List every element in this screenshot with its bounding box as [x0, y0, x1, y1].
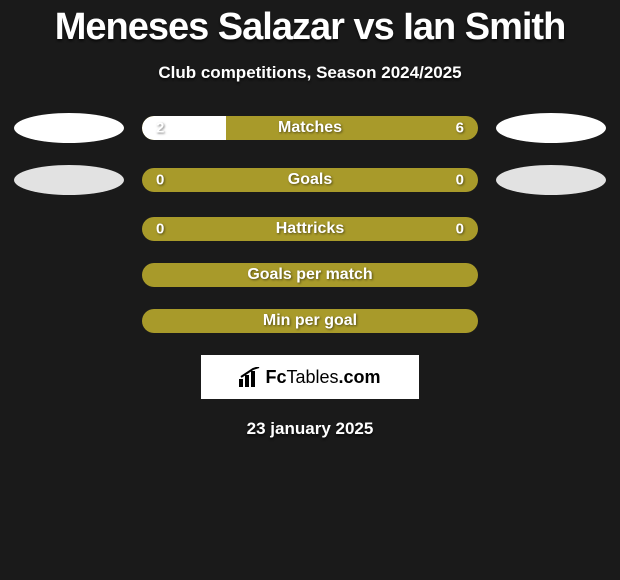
bars-icon — [239, 367, 261, 387]
stat-bar: 0Goals0 — [142, 168, 478, 192]
stat-row: 0Hattricks0 — [0, 217, 620, 241]
right-ellipse — [496, 113, 606, 143]
right-value: 0 — [456, 221, 464, 238]
right-value: 0 — [456, 172, 464, 189]
bar-label: Hattricks — [142, 220, 478, 238]
left-ellipse — [14, 113, 124, 143]
bar-label: Matches — [142, 119, 478, 137]
page-title: Meneses Salazar vs Ian Smith — [0, 0, 620, 49]
right-value: 6 — [456, 120, 464, 137]
subtitle: Club competitions, Season 2024/2025 — [0, 63, 620, 83]
stat-row: Min per goal — [0, 309, 620, 333]
logo-suffix: .com — [339, 367, 381, 387]
logo-box: FcTables.com — [201, 355, 419, 399]
right-ellipse — [496, 165, 606, 195]
logo-light: Tables — [286, 367, 338, 387]
logo-text: FcTables.com — [265, 367, 380, 388]
stat-row: Goals per match — [0, 263, 620, 287]
bar-label: Goals — [142, 171, 478, 189]
stat-bar-single: Goals per match — [142, 263, 478, 287]
stat-row: 2Matches6 — [0, 113, 620, 143]
stat-row: 0Goals0 — [0, 165, 620, 195]
stat-bar: 2Matches6 — [142, 116, 478, 140]
left-ellipse — [14, 165, 124, 195]
stat-bar: 0Hattricks0 — [142, 217, 478, 241]
logo-strong: Fc — [265, 367, 286, 387]
date-label: 23 january 2025 — [0, 419, 620, 439]
comparison-rows: 2Matches60Goals00Hattricks0Goals per mat… — [0, 113, 620, 333]
stat-bar-single: Min per goal — [142, 309, 478, 333]
